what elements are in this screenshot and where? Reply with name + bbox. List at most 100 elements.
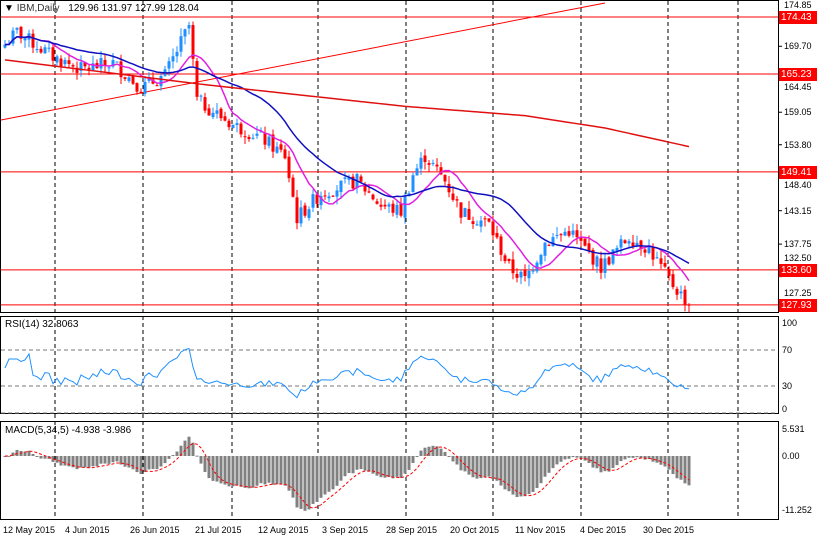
date-axis-label: 12 Aug 2015 — [258, 525, 309, 535]
macd-panel-border — [0, 421, 779, 520]
bearish-candle — [331, 195, 335, 197]
macd-histogram-bar — [15, 449, 19, 456]
macd-histogram-bar — [219, 456, 223, 484]
bullish-candle — [11, 30, 15, 44]
macd-histogram-bar — [599, 456, 603, 473]
macd-histogram-bar — [395, 456, 399, 477]
macd-histogram-bar — [303, 456, 307, 511]
macd-histogram-bar — [591, 456, 595, 468]
bearish-candle — [31, 33, 35, 48]
bearish-candle — [399, 203, 403, 216]
macd-histogram-bar — [319, 456, 323, 498]
macd-histogram-bar — [111, 456, 115, 463]
macd-histogram-bar — [131, 456, 135, 470]
macd-histogram-bar — [675, 456, 679, 479]
bullish-candle — [3, 44, 7, 48]
macd-histogram-bar — [263, 456, 267, 485]
macd-histogram-bar — [559, 456, 563, 462]
bearish-candle — [483, 218, 487, 220]
bearish-candle — [131, 75, 135, 84]
bullish-candle — [215, 110, 219, 114]
bearish-candle — [135, 83, 139, 92]
macd-histogram-bar — [335, 456, 339, 486]
macd-histogram-bar — [259, 456, 263, 484]
bearish-candle — [283, 149, 287, 159]
bullish-candle — [43, 47, 47, 54]
macd-histogram-bar — [367, 456, 371, 472]
macd-histogram-bar — [679, 456, 683, 480]
bearish-candle — [379, 204, 383, 207]
macd-histogram-bar — [543, 456, 547, 477]
slow-moving-average — [4, 59, 690, 148]
bearish-candle — [51, 47, 55, 61]
macd-histogram-bar — [371, 456, 375, 474]
price-level-tag: 127.93 — [779, 298, 817, 312]
bearish-candle — [243, 136, 247, 138]
macd-label: MACD(5,34,5) -4.938 -3.986 — [5, 425, 132, 436]
bearish-candle — [295, 197, 299, 224]
bearish-candle — [303, 205, 307, 216]
bearish-candle — [423, 155, 427, 163]
macd-histogram-bar — [347, 456, 351, 473]
bullish-candle — [251, 137, 255, 139]
bearish-candle — [575, 230, 579, 238]
macd-histogram-bar — [479, 456, 483, 479]
macd-histogram-bar — [571, 456, 575, 458]
macd-histogram-bar — [451, 456, 455, 462]
macd-signal-line — [4, 442, 690, 509]
price-axis-label: 148.40 — [784, 180, 812, 190]
bearish-candle — [39, 48, 43, 53]
macd-histogram-bar — [379, 456, 383, 478]
macd-histogram-bar — [343, 456, 347, 477]
macd-histogram-bar — [83, 456, 87, 468]
bullish-candle — [611, 249, 615, 264]
macd-histogram-bar — [87, 456, 91, 468]
bullish-candle — [571, 230, 575, 235]
macd-histogram-bar — [175, 451, 179, 456]
macd-histogram-bar — [467, 456, 471, 475]
macd-histogram-bar — [231, 456, 235, 487]
macd-histogram-bar — [79, 456, 83, 468]
macd-histogram-bar — [139, 456, 143, 474]
date-axis-label: 11 Nov 2015 — [515, 525, 566, 535]
macd-histogram-bar — [503, 456, 507, 490]
bearish-candle — [511, 259, 515, 274]
macd-histogram-bar — [215, 456, 219, 482]
bullish-candle — [23, 37, 27, 41]
macd-histogram-bar — [475, 456, 479, 479]
macd-histogram-bar — [391, 456, 395, 479]
macd-histogram-bar — [527, 456, 531, 495]
bearish-candle — [223, 116, 227, 121]
bullish-candle — [555, 234, 559, 236]
price-axis-label: 164.45 — [784, 82, 812, 92]
macd-histogram-bar — [187, 436, 191, 456]
bullish-candle — [475, 224, 479, 226]
macd-histogram-bar — [143, 456, 147, 473]
macd-histogram-bar — [619, 456, 623, 462]
chart-header: ▼ IBM,Daily 129.96 131.97 127.99 128.04 — [4, 3, 199, 15]
macd-histogram-bar — [351, 456, 355, 474]
mid-moving-average — [4, 35, 690, 264]
macd-histogram-bar — [611, 456, 615, 468]
bullish-candle — [419, 157, 423, 169]
bullish-candle — [187, 25, 191, 29]
rsi-label: RSI(14) 32.8063 — [5, 319, 79, 330]
macd-histogram-bar — [135, 456, 139, 473]
bearish-candle — [207, 108, 211, 116]
macd-histogram-bar — [195, 455, 199, 457]
macd-histogram-bar — [199, 456, 203, 464]
date-axis-label: 20 Oct 2015 — [450, 525, 500, 535]
price-axis-label: 174.85 — [784, 0, 812, 10]
bearish-candle — [459, 202, 463, 218]
bullish-candle — [63, 59, 67, 65]
bearish-candle — [271, 134, 275, 152]
macd-histogram-bar — [179, 445, 183, 456]
bearish-candle — [591, 249, 595, 265]
macd-histogram-bar — [75, 456, 79, 470]
dropdown-triangle-icon[interactable]: ▼ — [4, 3, 14, 14]
macd-histogram-bar — [339, 456, 343, 481]
bearish-candle — [487, 218, 491, 222]
bearish-candle — [583, 238, 587, 246]
